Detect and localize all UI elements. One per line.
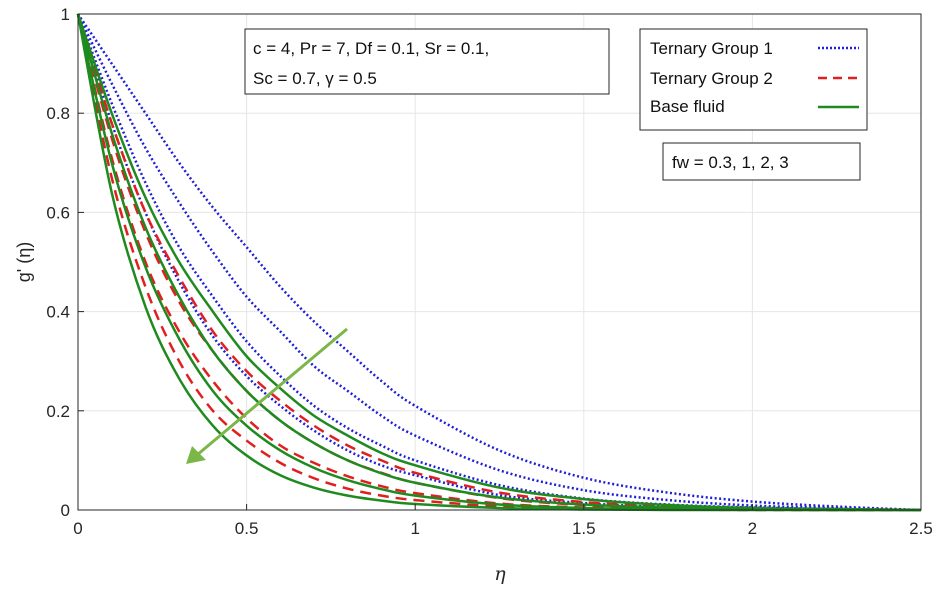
parameter-line-2: Sc = 0.7, γ = 0.5 [253, 69, 377, 88]
x-tick-label: 0.5 [235, 519, 259, 538]
y-tick-label: 1 [61, 5, 70, 24]
parameter-box-frame [244, 28, 610, 95]
x-tick-labels: 0 0.5 1 1.5 2 2.5 [73, 504, 933, 538]
y-tick-label: 0.4 [46, 303, 70, 322]
fw-label-frame [662, 142, 861, 181]
x-tick-label: 0 [73, 519, 82, 538]
y-tick-labels: 0 0.2 0.4 0.6 0.8 1 [46, 5, 84, 520]
curve-ternary-group-1-fw-0-3 [76, 13, 922, 512]
y-tick-label: 0.2 [46, 402, 70, 421]
legend-frame [639, 28, 868, 131]
fw-label-box: fw = 0.3, 1, 2, 3 [662, 142, 861, 181]
legend: Ternary Group 1 Ternary Group 2 Base flu… [639, 28, 868, 131]
trend-arrow-shaft [196, 327, 348, 457]
trend-arrow [186, 327, 348, 464]
legend-label-base-fluid: Base fluid [650, 97, 725, 116]
parameter-box: c = 4, Pr = 7, Df = 0.1, Sr = 0.1, Sc = … [244, 28, 610, 95]
curve-ternary-group-1-fw-1 [76, 13, 922, 512]
y-tick-label: 0.8 [46, 104, 70, 123]
y-axis-label: g' (η) [14, 242, 34, 282]
x-axis-label: η [494, 563, 506, 585]
plot-frame [77, 13, 922, 511]
x-tick-label: 2.5 [909, 519, 933, 538]
x-tick-label: 1 [410, 519, 419, 538]
fw-label: fw = 0.3, 1, 2, 3 [672, 153, 789, 172]
curve-base-fluid-fw-0-3 [76, 13, 922, 512]
y-tick-label: 0.6 [46, 203, 70, 222]
legend-label-ternary-group-1: Ternary Group 1 [650, 39, 773, 58]
parameter-line-1: c = 4, Pr = 7, Df = 0.1, Sr = 0.1, [253, 39, 489, 58]
curve-ternary-group-2-fw-0-3 [76, 13, 922, 512]
y-tick-label: 0 [61, 501, 70, 520]
legend-label-ternary-group-2: Ternary Group 2 [650, 69, 773, 88]
trend-arrow-head [186, 446, 206, 464]
x-tick-label: 2 [748, 519, 757, 538]
x-tick-label: 1.5 [572, 519, 596, 538]
